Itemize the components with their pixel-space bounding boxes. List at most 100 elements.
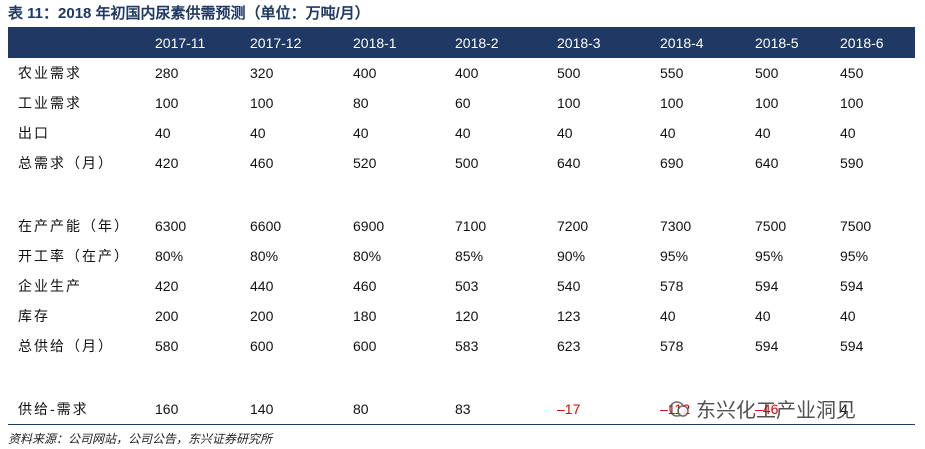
header-corner xyxy=(8,27,155,58)
cell: 95% xyxy=(840,248,869,264)
cell: 40 xyxy=(660,125,676,141)
cell: 200 xyxy=(250,308,274,324)
cell: 40 xyxy=(455,125,471,141)
cell: 400 xyxy=(455,65,479,81)
cell: –112 xyxy=(660,394,755,425)
row-label: 企业生产 xyxy=(18,278,82,294)
row-label: 库存 xyxy=(18,308,50,324)
cell: 594 xyxy=(755,278,779,294)
column-header: 2018-1 xyxy=(353,27,455,58)
table-row: 在产产能（年） 6300 6600 6900 7100 7200 7300 7500 7500 xyxy=(8,211,915,241)
column-header: 2018-3 xyxy=(557,27,660,58)
column-header: 2018-5 xyxy=(755,27,840,58)
cell: 40 xyxy=(660,308,676,324)
cell: 420 xyxy=(155,278,179,294)
cell: 6300 xyxy=(155,218,187,234)
cell: 500 xyxy=(557,65,581,81)
header-row: 2017-11 2017-12 2018-1 2018-2 2018-3 2018-4 20… xyxy=(8,27,915,58)
cell: 640 xyxy=(557,155,581,171)
cell: 690 xyxy=(660,155,684,171)
cell: 540 xyxy=(557,278,581,294)
cell: 123 xyxy=(557,308,581,324)
table-row: 总供给（月） 580 600 600 583 623 578 594 594 xyxy=(8,331,915,361)
cell: 40 xyxy=(840,308,856,324)
watermark-icon xyxy=(669,400,689,417)
table-row: 总需求（月） 420 460 520 500 640 690 640 590 xyxy=(8,148,915,178)
cell: 100 xyxy=(250,95,274,111)
cell: 578 xyxy=(660,278,684,294)
cell: 40 xyxy=(755,308,771,324)
spacer-row xyxy=(8,178,915,211)
cell: 7500 xyxy=(840,218,872,234)
table-row: 出口 40 40 40 40 40 40 40 40 xyxy=(8,118,915,148)
row-label: 在产产能（年） xyxy=(18,218,130,234)
cell: 623 xyxy=(557,338,581,354)
cell: 80% xyxy=(353,248,382,264)
cell: 83 xyxy=(455,394,557,425)
cell: 90% xyxy=(557,248,586,264)
cell: 100 xyxy=(557,95,581,111)
cell: 40 xyxy=(755,125,771,141)
cell: 590 xyxy=(840,155,864,171)
cell: 100 xyxy=(155,95,179,111)
row-label: 开工率（在产） xyxy=(18,248,130,264)
cell: 594 xyxy=(840,338,864,354)
cell: 400 xyxy=(353,65,377,81)
row-label: 农业需求 xyxy=(18,65,82,81)
table-row: 工业需求 100 100 80 60 100 100 100 100 xyxy=(8,88,915,118)
cell: 578 xyxy=(660,338,684,354)
column-header: 2017-11 xyxy=(155,27,250,58)
cell: 600 xyxy=(250,338,274,354)
cell: 180 xyxy=(353,308,377,324)
table-row: 库存 200 200 180 120 123 40 40 40 xyxy=(8,301,915,331)
cell: 40 xyxy=(353,125,369,141)
cell: 40 xyxy=(155,125,171,141)
row-label: 总供给（月） xyxy=(18,338,114,354)
cell: 160 xyxy=(155,394,250,425)
cell: 200 xyxy=(155,308,179,324)
cell: 550 xyxy=(660,65,684,81)
column-header: 2017-12 xyxy=(250,27,353,58)
cell: 320 xyxy=(250,65,274,81)
cell: 600 xyxy=(353,338,377,354)
cell: 80 xyxy=(353,95,369,111)
cell: 95% xyxy=(755,248,784,264)
table-row: 企业生产 420 440 460 503 540 578 594 594 xyxy=(8,271,915,301)
table-row: 开工率（在产） 80% 80% 80% 85% 90% 95% 95% 95% xyxy=(8,241,915,271)
cell: –46 xyxy=(755,394,840,425)
cell: 140 xyxy=(250,394,353,425)
data-table: 2017-11 2017-12 2018-1 2018-2 2018-3 2018-4 20… xyxy=(8,27,915,425)
cell: 520 xyxy=(353,155,377,171)
watermark-text: 东兴化工产业洞见 xyxy=(696,400,856,422)
table-row: 农业需求 280 320 400 400 500 550 500 450 xyxy=(8,58,915,88)
cell: 594 xyxy=(840,278,864,294)
cell: 40 xyxy=(557,125,573,141)
cell: 40 xyxy=(840,125,856,141)
cell: 460 xyxy=(353,278,377,294)
cell: 500 xyxy=(455,155,479,171)
cell: 6600 xyxy=(250,218,282,234)
cell: 280 xyxy=(155,65,179,81)
cell: 7300 xyxy=(660,218,692,234)
cell: 6900 xyxy=(353,218,385,234)
table-title: 表 11：2018 年初国内尿素供需预测（单位：万吨/月） xyxy=(8,5,370,22)
cell: 95% xyxy=(660,248,689,264)
cell: 60 xyxy=(455,95,471,111)
cell: 7500 xyxy=(755,218,787,234)
source-note: 资料来源：公司网站，公司公告，东兴证券研究所 xyxy=(8,432,273,446)
cell: 80 xyxy=(353,394,455,425)
cell: 120 xyxy=(455,308,479,324)
cell: 7200 xyxy=(557,218,589,234)
column-header: 2018-6 xyxy=(840,27,915,58)
cell: 420 xyxy=(155,155,179,171)
cell: 7100 xyxy=(455,218,487,234)
cell: 440 xyxy=(250,278,274,294)
cell: 580 xyxy=(155,338,179,354)
spacer-row xyxy=(8,361,915,394)
row-label: 总需求（月） xyxy=(18,155,114,171)
row-label: 工业需求 xyxy=(18,95,82,111)
watermark: 东兴化工产业洞见 xyxy=(668,394,856,423)
cell: 500 xyxy=(755,65,779,81)
column-header: 2018-2 xyxy=(455,27,557,58)
row-label: 供给-需求 xyxy=(8,394,155,425)
